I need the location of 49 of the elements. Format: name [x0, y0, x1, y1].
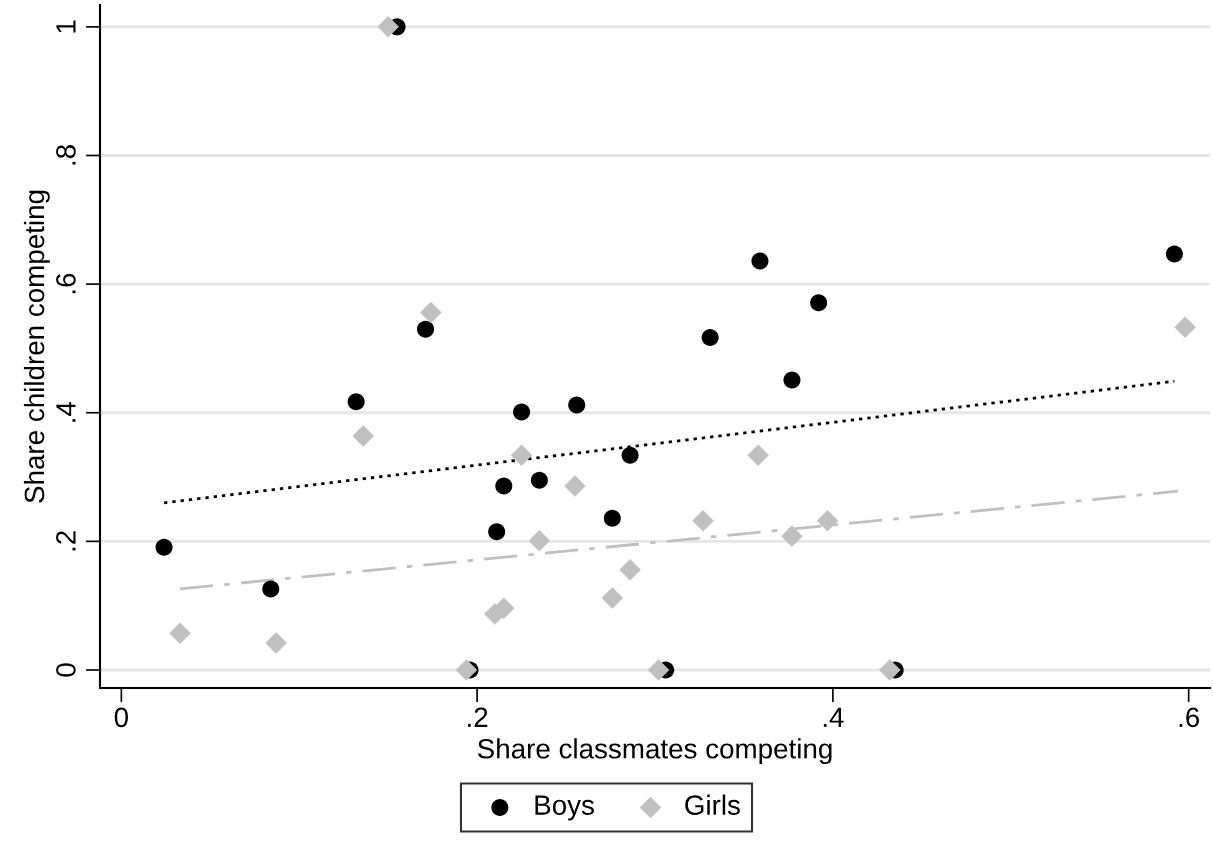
point [495, 477, 513, 495]
x-axis-title: Share classmates competing [477, 738, 832, 765]
point [493, 597, 515, 620]
point [747, 444, 769, 466]
y-tick-label: .4 [56, 401, 76, 422]
point [568, 396, 586, 414]
point [528, 529, 551, 552]
x-tick-label: .2 [468, 707, 488, 727]
y-tick-label: .2 [56, 531, 76, 551]
point [701, 328, 719, 346]
point [692, 510, 714, 532]
point [816, 510, 839, 532]
point [619, 558, 641, 581]
point [781, 525, 803, 547]
y-tick-label: 0 [56, 663, 76, 677]
point [530, 471, 548, 489]
point [510, 444, 533, 466]
point [377, 16, 399, 38]
y-tick-label: 1 [56, 20, 76, 33]
point [601, 587, 624, 609]
y-axis-title: Share children competing [23, 190, 50, 503]
point [751, 252, 769, 270]
point [352, 425, 375, 447]
x-tick-label: .6 [1179, 707, 1200, 728]
point [1165, 245, 1183, 263]
point [347, 393, 365, 411]
point [265, 632, 287, 654]
point [155, 538, 173, 556]
legend-label: Girls [685, 794, 740, 815]
point [513, 403, 531, 421]
point [621, 446, 639, 464]
point [169, 622, 191, 645]
point [564, 475, 586, 497]
x-tick-label: .4 [823, 707, 844, 727]
point [647, 659, 670, 681]
point [603, 509, 621, 527]
y-tick-label: .8 [56, 145, 76, 165]
x-tick-label: 0 [114, 707, 128, 728]
point [262, 580, 280, 598]
point [455, 659, 478, 681]
point [1174, 316, 1196, 338]
point [488, 523, 506, 541]
point [879, 659, 901, 681]
point [420, 301, 442, 324]
point [417, 320, 435, 338]
point [783, 371, 801, 389]
legend-label: Boys [535, 795, 594, 821]
point [810, 294, 828, 312]
y-tick-label: .6 [56, 273, 76, 294]
